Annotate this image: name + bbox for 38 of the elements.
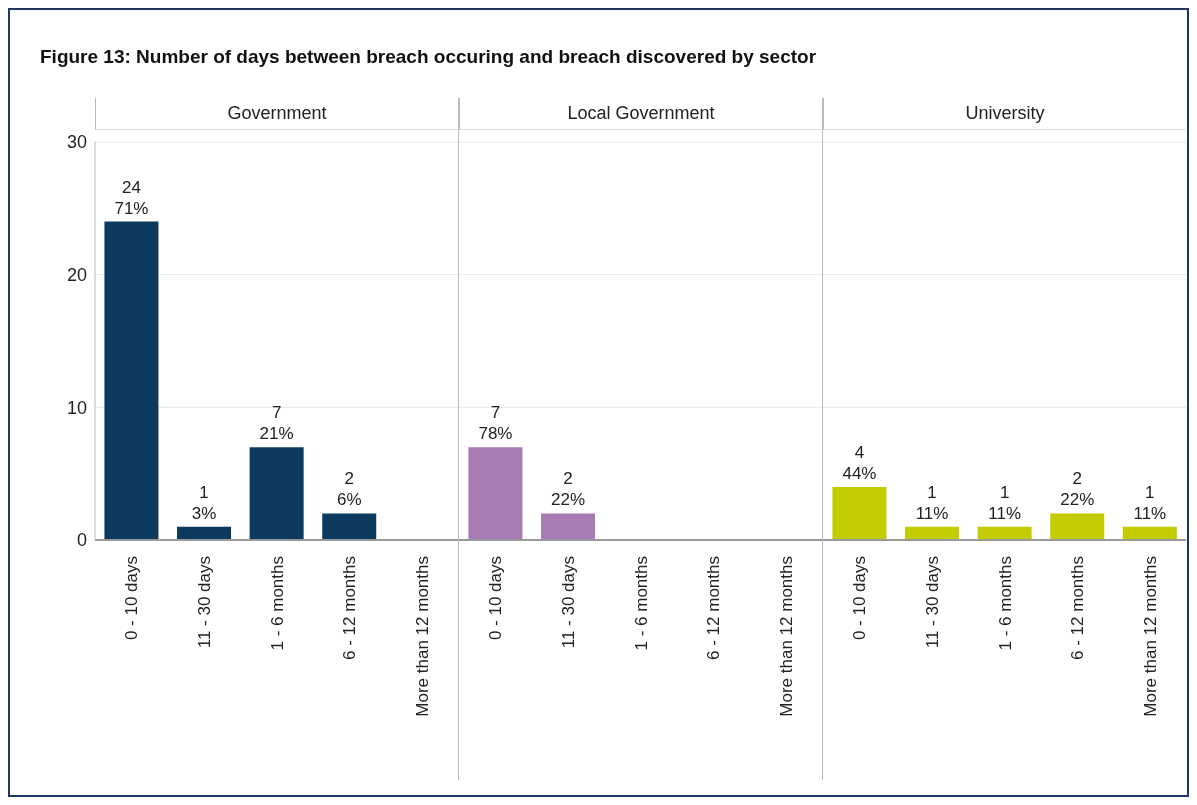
data-label: 1 11%	[988, 482, 1022, 523]
y-tick-label: 30	[66, 132, 87, 153]
x-tick-label: More than 12 months	[1140, 556, 1160, 717]
x-tick-label: 6 - 12 months	[340, 556, 360, 660]
x-tick-label: More than 12 months	[412, 556, 432, 717]
bar	[249, 447, 304, 540]
x-tick-label: 6 - 12 months	[704, 556, 724, 660]
data-label: 24 71%	[114, 177, 149, 218]
x-tick-label: 1 - 6 months	[267, 556, 287, 651]
x-tick-label: 11 - 30 days	[922, 556, 942, 649]
x-tick-label: 11 - 30 days	[194, 556, 214, 649]
chart-subtitle: University	[823, 98, 1186, 130]
y-tick-label: 20	[66, 265, 87, 286]
chart-title: Figure 13: Number of days between breach occuring and breach discovered by sector	[40, 46, 817, 68]
data-label: 1 11%	[915, 482, 949, 523]
x-tick-label: 1 - 6 months	[631, 556, 651, 651]
x-tick-label: 1 - 6 months	[995, 556, 1015, 651]
data-label: 1 11%	[1133, 482, 1167, 523]
bar	[177, 526, 232, 540]
chart-subtitle: Government	[95, 98, 458, 130]
x-tick-label: 0 - 10 days	[850, 556, 870, 641]
y-tick-label: 10	[66, 397, 87, 418]
x-tick-label: 0 - 10 days	[122, 556, 142, 641]
data-label: 4 44%	[842, 442, 877, 483]
y-tick-label: 0	[76, 530, 87, 551]
bar	[104, 221, 159, 540]
data-label: 7 21%	[259, 403, 294, 444]
x-tick-label: 6 - 12 months	[1068, 556, 1088, 660]
x-tick-label: More than 12 months	[776, 556, 796, 717]
data-label: 2 22%	[1060, 469, 1095, 510]
data-label: 1 3%	[191, 482, 217, 523]
data-label: 2 22%	[551, 469, 586, 510]
x-tick-label: 11 - 30 days	[558, 556, 578, 649]
bar	[322, 513, 377, 540]
data-label: 2 6%	[336, 469, 362, 510]
x-tick-label: 0 - 10 days	[486, 556, 506, 641]
data-label: 7 78%	[478, 403, 513, 444]
chart-subtitle: Local Government	[459, 98, 822, 130]
